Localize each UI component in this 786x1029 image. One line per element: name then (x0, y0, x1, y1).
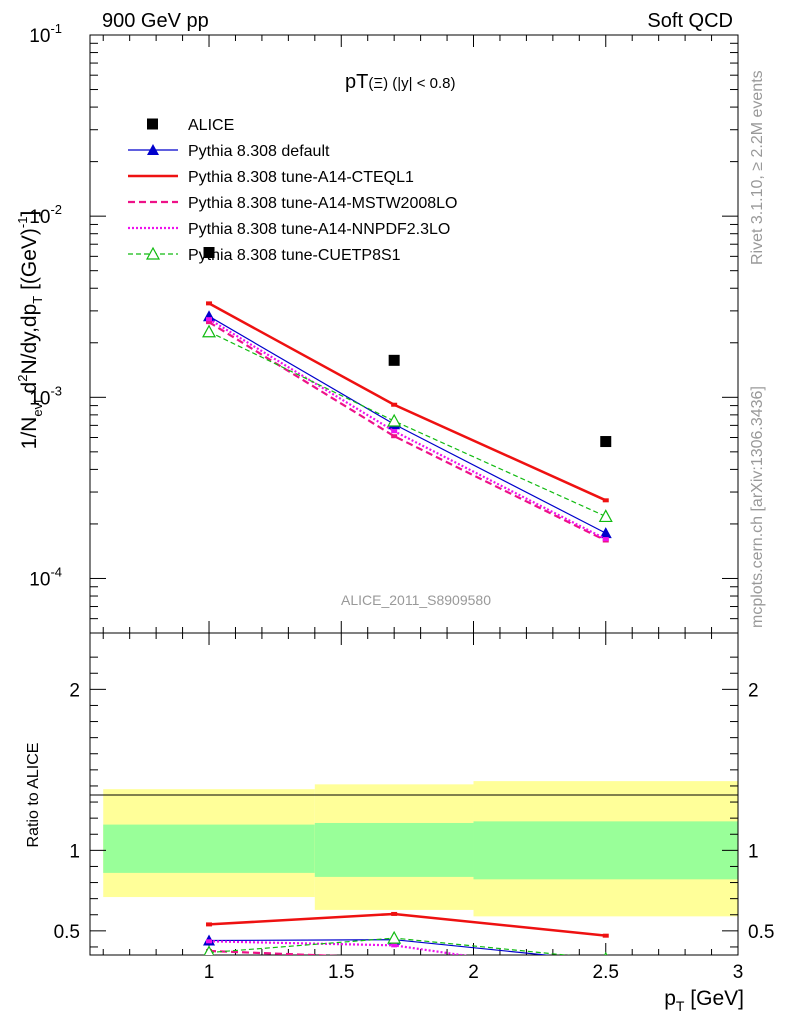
x-tick-label: 3 (733, 962, 744, 983)
legend-label-3: Pythia 8.308 tune-A14-NNPDF2.3LO (188, 221, 450, 238)
legend-marker-data (147, 118, 158, 130)
series-point-0 (599, 527, 612, 539)
series-line-3 (208, 318, 607, 541)
legend-label-2: Pythia 8.308 tune-A14-MSTW2008LO (188, 195, 457, 212)
ratio-tick-label: 0.5 (748, 922, 774, 943)
x-tick-label: 1 (204, 962, 215, 983)
data-point (600, 436, 612, 448)
ratio-tick-label: 0.5 (54, 922, 80, 943)
series-point-1 (602, 498, 609, 503)
band-inner (473, 821, 738, 880)
x-tick-label: 2 (468, 962, 479, 983)
x-tick-label: 2.5 (593, 962, 619, 983)
series-point-3 (602, 537, 609, 542)
series-point-1 (391, 402, 398, 407)
x-tick-label: 1.5 (328, 962, 354, 983)
data-point (203, 247, 215, 259)
series-line-4 (208, 331, 607, 517)
ratio-point-4 (603, 951, 608, 955)
ratio-point-1 (602, 933, 609, 938)
ratio-line-3 (208, 940, 469, 955)
rivet-label: Rivet 3.1.10, ≥ 2.2M events (749, 70, 766, 265)
ratio-line-2 (208, 949, 341, 955)
data-point (388, 354, 400, 366)
series-point-1 (206, 301, 213, 306)
legend: ALICE Pythia 8.308 default Pythia 8.308 tu… (128, 117, 457, 264)
ratio-panel-frame (89, 632, 739, 956)
tick-labels: 1 1.5 2 2.5 30.5 0.51 12 210-410-310-210-1 (29, 21, 774, 983)
x-axis-label: pT [GeV] (664, 987, 744, 1014)
ratio-line-1 (208, 912, 606, 937)
band-inner (103, 824, 315, 873)
ratio-point-3 (206, 939, 213, 944)
y-tick-label: 10-4 (29, 564, 62, 590)
ratio-point-1 (206, 922, 213, 927)
series-point-2 (206, 320, 213, 325)
chart-title: pT(Ξ) (|y| < 0.8) (345, 71, 455, 93)
ratio-point-4 (387, 930, 402, 944)
series-point-3 (391, 429, 398, 434)
axis-ticks (90, 34, 739, 955)
legend-label-0: Pythia 8.308 default (188, 143, 330, 160)
ratio-line-0 (209, 939, 552, 955)
header-right: Soft QCD (647, 10, 733, 32)
series-point-4 (598, 509, 613, 523)
series-line-0 (208, 315, 607, 534)
ratio-y-axis-label: Ratio to ALICE (25, 743, 42, 848)
ratio-tick-label: 1 (748, 841, 759, 862)
legend-label-4: Pythia 8.308 tune-CUETP8S1 (188, 247, 401, 264)
watermark: ALICE_2011_S8909580 (341, 592, 491, 608)
source-label: mcplots.cern.ch [arXiv:1306.3436] (749, 386, 766, 628)
series-point-3 (206, 317, 213, 322)
legend-marker-4 (145, 246, 161, 260)
legend-marker-0 (147, 144, 159, 155)
ratio-point-4 (203, 945, 215, 955)
series-line-2 (208, 321, 607, 542)
ratio-tick-label: 2 (69, 680, 80, 701)
legend-label-1: Pythia 8.308 tune-A14-CTEQL1 (188, 169, 414, 186)
series-point-4 (202, 324, 217, 338)
ratio-tick-label: 1 (69, 841, 80, 862)
ratio-series (203, 911, 609, 960)
ratio-point-3 (391, 943, 398, 948)
series-point-4 (387, 413, 402, 427)
y-tick-label: 10-1 (29, 21, 62, 47)
legend-label-data: ALICE (188, 117, 234, 134)
header-left: 900 GeV pp (102, 10, 209, 32)
ratio-bands (103, 781, 738, 917)
y-axis-label: 1/Nevt d2N/dy,dpT [(GeV)-1] (15, 211, 45, 450)
ratio-point-1 (391, 911, 398, 916)
series-line-1 (208, 302, 607, 502)
series-point-2 (391, 434, 398, 439)
ratio-tick-label: 2 (748, 680, 759, 701)
ratio-point-2 (391, 956, 397, 960)
main-series (202, 247, 613, 543)
band-inner (314, 822, 474, 877)
